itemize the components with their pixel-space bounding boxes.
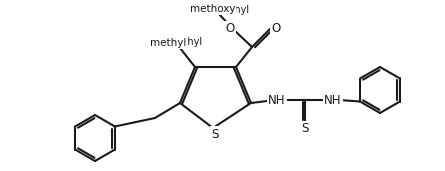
Text: NH: NH bbox=[324, 94, 342, 107]
Text: methoxy: methoxy bbox=[190, 4, 236, 14]
Text: NH: NH bbox=[268, 94, 286, 107]
Text: O: O bbox=[271, 22, 281, 35]
Text: methyl: methyl bbox=[215, 5, 249, 15]
Text: methyl: methyl bbox=[168, 37, 202, 47]
Text: methyl: methyl bbox=[150, 38, 186, 48]
Text: O: O bbox=[225, 23, 235, 36]
Text: S: S bbox=[301, 122, 309, 135]
Text: S: S bbox=[211, 128, 218, 141]
